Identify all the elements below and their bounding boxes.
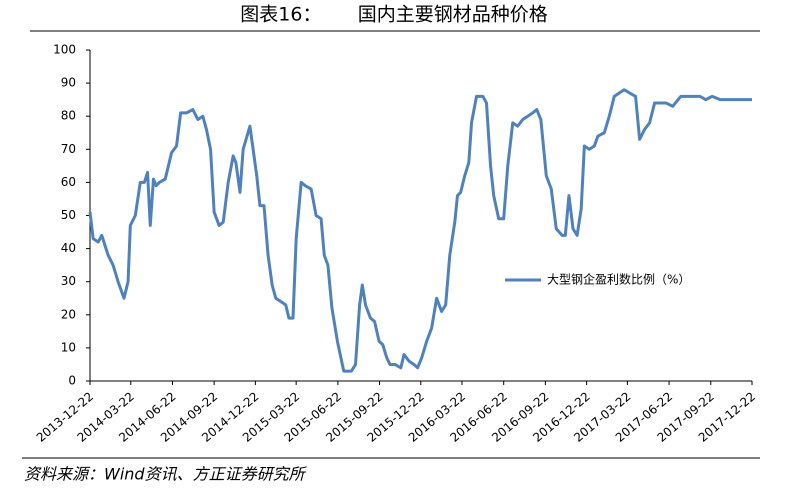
y-tick-label: 60: [61, 175, 76, 189]
chart-title: 图表16： 国内主要钢材品种价格: [240, 4, 547, 26]
y-tick-label: 30: [61, 274, 76, 288]
y-tick-label: 70: [61, 142, 76, 156]
source-note: 资料来源：Wind资讯、方正证券研究所: [24, 465, 308, 484]
y-tick-label: 80: [61, 109, 76, 123]
legend-label: 大型钢企盈利数比例（%）: [547, 272, 690, 287]
y-tick-label: 20: [61, 307, 76, 321]
y-tick-label: 100: [53, 43, 76, 57]
y-tick-label: 90: [61, 76, 76, 90]
data-line: [88, 88, 752, 373]
y-tick-label: 50: [61, 208, 76, 222]
y-tick-label: 10: [61, 340, 76, 354]
y-tick-label: 0: [68, 374, 76, 388]
y-tick-label: 40: [61, 241, 76, 255]
